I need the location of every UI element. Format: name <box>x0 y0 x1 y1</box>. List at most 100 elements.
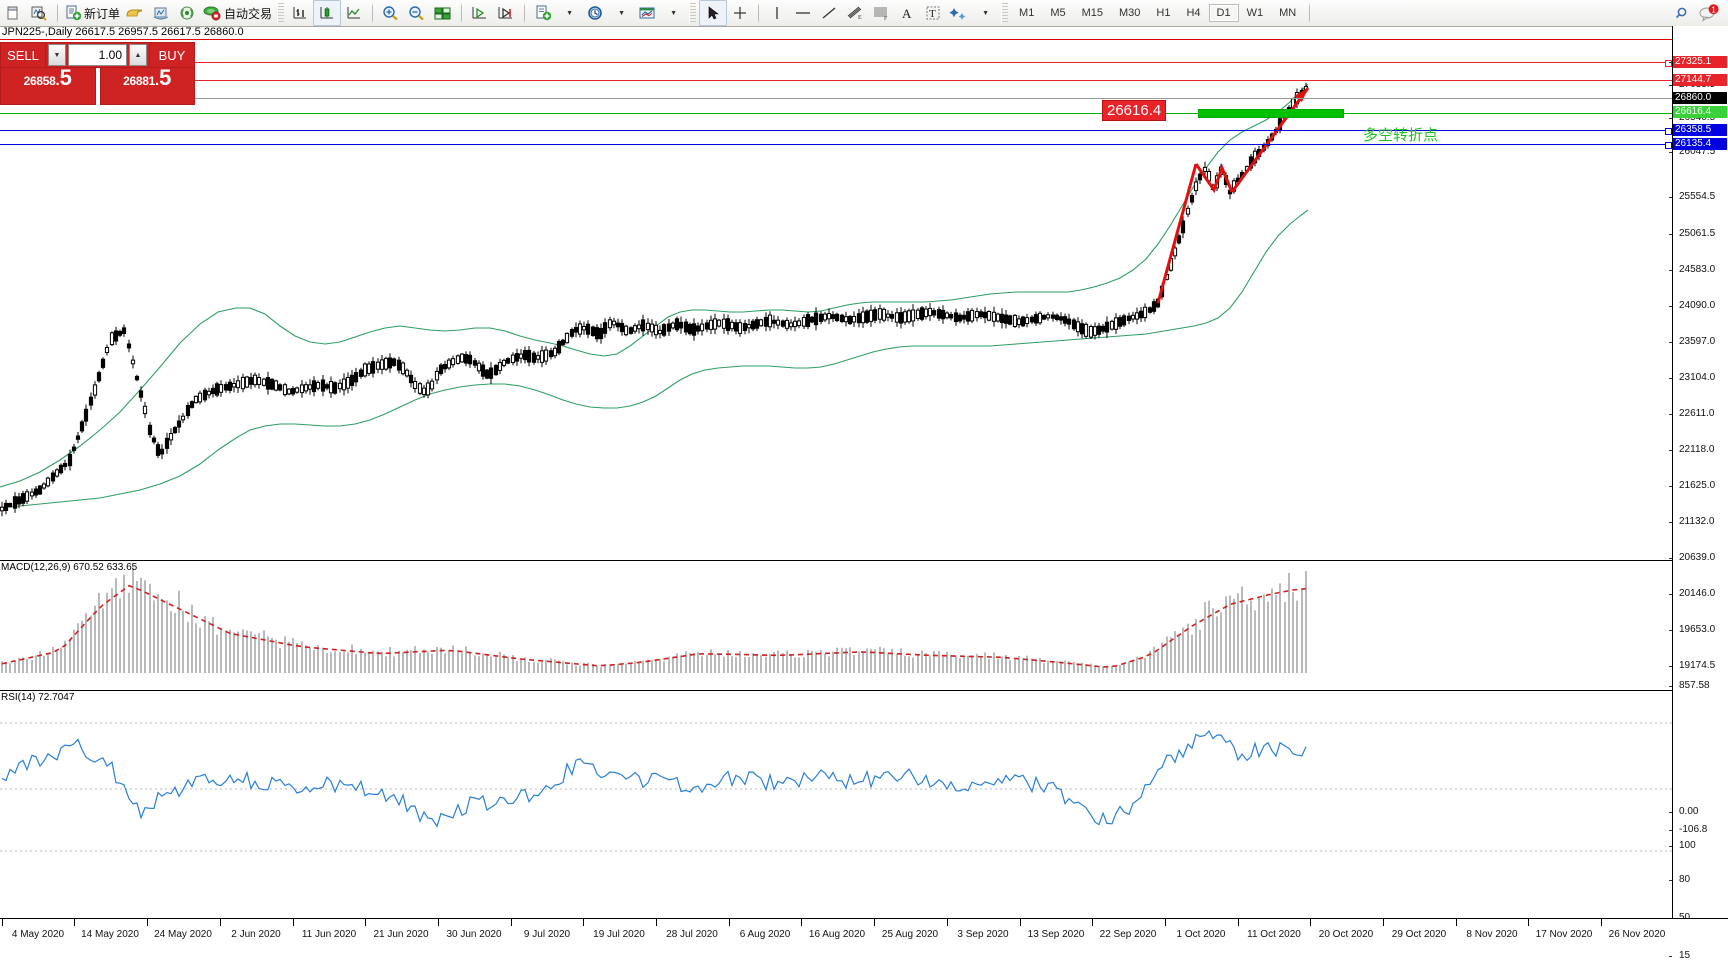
vline-icon[interactable] <box>764 1 790 25</box>
shift-end-icon[interactable] <box>493 1 519 25</box>
shift-start-icon[interactable] <box>467 1 493 25</box>
zoom-in-icon[interactable] <box>378 1 404 25</box>
uptrend-line-1 <box>1156 163 1198 304</box>
hline-icon[interactable] <box>790 1 816 25</box>
sell-button[interactable]: SELL <box>0 42 46 68</box>
time-separator <box>220 919 221 926</box>
line-handle[interactable] <box>1665 142 1672 149</box>
alert-icon[interactable]: 1 <box>1696 1 1722 25</box>
resistance-line-27325[interactable] <box>0 60 1672 67</box>
chart-header-text: JPN225-,Daily 26617.5 26957.5 26617.5 26… <box>2 26 244 38</box>
search-icon[interactable] <box>1670 1 1696 25</box>
time-tick: 14 May 2020 <box>81 929 139 940</box>
timeframe-mn[interactable]: MN <box>1279 7 1297 19</box>
price-tick: 24090.0 <box>1668 300 1715 311</box>
window-icon[interactable] <box>0 1 26 25</box>
price-chart-pane[interactable]: 26616.4 多空转折点 <box>0 40 1672 559</box>
buy-button[interactable]: BUY <box>149 42 195 68</box>
equidistant-channel-icon[interactable]: E <box>842 1 868 25</box>
one-click-trade-panel[interactable]: SELL ▼ 1.00 ▲ BUY 26858. 5 26881. 5 <box>0 42 195 107</box>
shapes-icon[interactable] <box>946 1 972 25</box>
folder-icon[interactable] <box>122 1 148 25</box>
volume-input[interactable]: 1.00 <box>68 44 127 66</box>
timeframe-w1[interactable]: W1 <box>1246 7 1264 19</box>
toolbar-grip-3[interactable] <box>1001 3 1009 23</box>
volume-stepper[interactable]: ▼ 1.00 ▲ <box>46 42 149 68</box>
timeframe-m15[interactable]: M15 <box>1081 7 1103 19</box>
time-tick: 25 Aug 2020 <box>881 929 939 940</box>
trendline-icon[interactable] <box>816 1 842 25</box>
time-tick: 8 Nov 2020 <box>1466 929 1518 940</box>
indicators-icon[interactable] <box>530 1 556 25</box>
timeframe-h4[interactable]: H4 <box>1186 7 1201 19</box>
templates-dropdown-icon[interactable]: ▼ <box>670 9 677 17</box>
price-tag-26616[interactable]: 26616.4 <box>1102 100 1167 121</box>
timeframe-m30[interactable]: M30 <box>1119 7 1141 19</box>
toolbar-separator-2 <box>372 3 374 23</box>
toolbar-grip-2[interactable] <box>689 3 697 23</box>
review-icon[interactable] <box>26 1 52 25</box>
expert-advisor-button[interactable]: 自动交易 <box>200 1 274 25</box>
support-line-26616[interactable] <box>0 113 1672 114</box>
turning-point-annotation[interactable]: 多空转折点 <box>1363 127 1439 144</box>
time-tick: 3 Sep 2020 <box>957 929 1009 940</box>
text-label-icon[interactable]: T <box>920 1 946 25</box>
line-handle[interactable] <box>1665 60 1672 67</box>
toolbar-separator-6 <box>1309 3 1311 23</box>
price-tick: 857.58 <box>1669 680 1710 691</box>
text-icon[interactable]: A <box>894 1 920 25</box>
shapes-dropdown-icon[interactable]: ▼ <box>982 9 989 17</box>
timeframe-d1[interactable]: D1 <box>1208 4 1239 22</box>
crosshair-icon[interactable] <box>727 1 753 25</box>
line-chart-icon[interactable] <box>341 1 367 25</box>
timeframe-m1[interactable]: M1 <box>1019 7 1035 19</box>
volume-decrement-button[interactable]: ▼ <box>48 44 66 66</box>
resistance-line-27144[interactable] <box>0 80 1672 81</box>
time-tick: 11 Jun 2020 <box>301 929 357 940</box>
green-support-zone[interactable] <box>1198 109 1344 118</box>
bar-chart-icon[interactable] <box>287 1 313 25</box>
timeframe-h1[interactable]: H1 <box>1156 7 1171 19</box>
toolbar-grip[interactable] <box>277 3 285 23</box>
price-tick: 22611.0 <box>1668 408 1714 419</box>
new-order-button[interactable]: 新订单 <box>63 1 122 25</box>
support-line-26358[interactable] <box>0 128 1672 135</box>
templates-icon[interactable] <box>634 1 660 25</box>
cursor-icon[interactable] <box>699 0 728 26</box>
signal-icon[interactable] <box>174 1 200 25</box>
price-tick: 19653.0 <box>1668 624 1715 635</box>
price-tick: 26047.5 <box>1668 146 1715 157</box>
timeframe-m5[interactable]: M5 <box>1050 7 1066 19</box>
support-line-26135[interactable] <box>0 142 1672 149</box>
price-tick: -106.8 <box>1668 824 1707 835</box>
period-clock-icon[interactable] <box>582 1 608 25</box>
main-toolbar: 新订单 自动交易 ▼ ▼ <box>0 0 1728 27</box>
fibo-icon[interactable]: F <box>868 1 894 25</box>
rsi-pane[interactable]: RSI(14) 72.7047 <box>0 690 1672 919</box>
price-tick: 21625.0 <box>1668 480 1715 491</box>
time-separator <box>1310 919 1311 926</box>
time-tick: 26 Nov 2020 <box>1608 929 1666 940</box>
indicators-dropdown-icon[interactable]: ▼ <box>566 9 573 17</box>
time-separator <box>947 919 948 926</box>
downtrend-line <box>1194 163 1234 194</box>
time-tick: 17 Nov 2020 <box>1535 929 1593 940</box>
candle-chart-icon[interactable] <box>313 0 342 26</box>
macd-pane[interactable]: MACD(12,26,9) 670.52 633.65 <box>0 560 1672 689</box>
current-price-line <box>0 98 1672 99</box>
tile-windows-icon[interactable] <box>430 1 456 25</box>
zoom-out-icon[interactable] <box>404 1 430 25</box>
sell-price[interactable]: 26858. 5 <box>0 67 96 105</box>
trend-annotation-svg[interactable] <box>0 40 1672 559</box>
line-handle[interactable] <box>1665 128 1672 135</box>
profile-icon[interactable] <box>148 1 174 25</box>
buy-price[interactable]: 26881. 5 <box>99 67 195 105</box>
price-tick: 23104.0 <box>1668 372 1715 383</box>
bollinger-upper-band <box>0 83 1309 488</box>
price-scale[interactable]: 27325.127033.526540.526047.525554.525061… <box>1668 26 1728 961</box>
period-dropdown-icon[interactable]: ▼ <box>618 9 625 17</box>
toolbar-separator-5 <box>758 3 760 23</box>
time-scale[interactable]: 4 May 2020 14 May 2020 24 May 2020 2 Jun 20… <box>0 918 1728 948</box>
alert-count: 1 <box>1711 6 1716 15</box>
volume-increment-button[interactable]: ▲ <box>129 44 147 66</box>
